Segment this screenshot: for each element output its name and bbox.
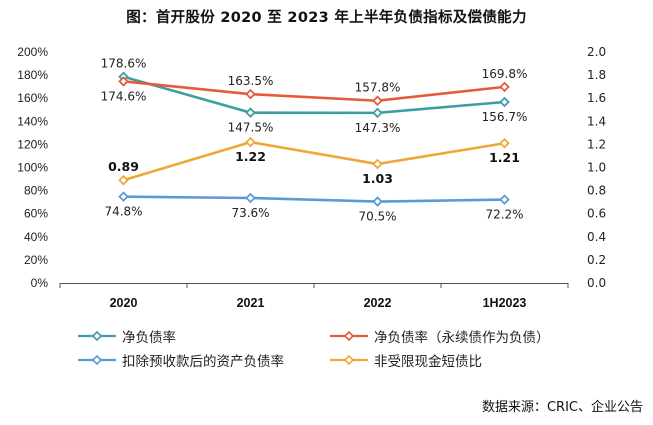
data-point-marker: [245, 107, 256, 118]
y-left-tick-label: 0%: [31, 276, 49, 290]
data-point-marker: [372, 107, 383, 119]
data-label: 70.5%: [358, 210, 396, 224]
data-label: 73.6%: [231, 206, 269, 220]
y-right-tick-label: 1.8: [587, 68, 606, 82]
data-label: 1.03: [362, 171, 393, 186]
legend-item-net-debt-ratio: 净负债率: [78, 326, 176, 346]
y-left-tick-label: 80%: [24, 184, 48, 198]
y-axis-right: 0.0 0.2 0.4 0.6 0.8 1.0 1.2 1.4 1.6 1.8 2.0: [587, 45, 606, 290]
data-label: 174.6%: [101, 89, 147, 103]
y-right-tick-label: 1.2: [587, 137, 606, 151]
data-label: 72.2%: [485, 208, 523, 222]
data-label: 169.8%: [482, 67, 528, 81]
y-left-tick-label: 200%: [17, 45, 48, 59]
x-axis: 2020 2021 2022 1H2023: [59, 283, 569, 310]
legend-item-adjusted-asset-liability-ratio: 扣除预收款后的资产负债率: [78, 350, 284, 370]
data-point-marker: [372, 196, 383, 207]
y-left-tick-label: 160%: [17, 91, 48, 105]
legend-marker-icon: [330, 330, 368, 342]
series-3: [118, 136, 510, 186]
y-right-tick-label: 0.4: [587, 230, 606, 244]
legend-marker-icon: [78, 354, 116, 366]
y-left-tick-label: 20%: [24, 253, 48, 267]
data-label: 0.89: [108, 159, 139, 174]
x-tick-label: 2022: [364, 296, 392, 310]
series-line: [123, 195, 505, 203]
data-point-marker: [245, 136, 256, 148]
data-point-marker: [499, 137, 510, 149]
y-right-tick-label: 0.0: [587, 276, 606, 290]
data-label: 157.8%: [355, 81, 401, 95]
series-lines: [118, 71, 510, 207]
data-point-marker: [499, 81, 510, 93]
legend-label: 净负债率（永续债作为负债）: [374, 330, 550, 346]
legend-label: 净负债率: [122, 330, 176, 346]
series-0: [118, 71, 510, 119]
y-left-tick-label: 60%: [24, 207, 48, 221]
series-2: [118, 191, 510, 207]
y-left-tick-label: 180%: [17, 68, 48, 82]
data-label: 1.21: [489, 150, 520, 165]
data-label: 163.5%: [228, 74, 274, 88]
data-label: 1.22: [235, 149, 266, 164]
chart-title: 图：首开股份 2020 至 2023 年上半年负债指标及偿债能力: [126, 10, 527, 26]
y-left-tick-label: 100%: [17, 161, 48, 175]
data-point-marker: [499, 96, 510, 108]
y-right-tick-label: 1.6: [587, 91, 606, 105]
series-1: [118, 76, 510, 107]
series-line: [123, 75, 505, 115]
data-point-marker: [372, 158, 383, 170]
y-right-tick-label: 1.0: [587, 161, 606, 175]
legend-marker-icon: [330, 354, 368, 366]
series-line: [123, 80, 505, 103]
data-labels: 178.6% 147.5% 147.3% 156.7% 174.6% 163.5% 157.…: [101, 57, 528, 224]
data-point-marker: [118, 76, 129, 87]
y-right-tick-label: 2.0: [587, 45, 606, 59]
data-point-marker: [372, 95, 383, 107]
y-right-tick-label: 1.4: [587, 114, 606, 128]
x-tick-label: 2021: [237, 296, 265, 310]
data-label: 156.7%: [482, 110, 528, 124]
y-axis-left: 0% 20% 40% 60% 80% 100% 120% 140% 160% 180% 200%: [17, 45, 48, 290]
y-right-tick-label: 0.2: [587, 253, 606, 267]
series-line: [123, 140, 505, 182]
data-point-marker: [245, 192, 256, 204]
y-left-tick-label: 140%: [17, 114, 48, 128]
data-point-marker: [118, 174, 129, 186]
x-tick-label: 1H2023: [483, 296, 527, 310]
legend-label: 非受限现金短债比: [374, 354, 482, 370]
data-label: 178.6%: [101, 57, 147, 71]
y-right-tick-label: 0.8: [587, 184, 606, 198]
data-point-marker: [499, 194, 510, 205]
data-source-note: 数据来源：CRIC、企业公告: [481, 400, 643, 415]
legend-item-net-debt-ratio-perpetual: 净负债率（永续债作为负债）: [330, 326, 550, 346]
y-left-tick-label: 120%: [17, 137, 48, 151]
data-label: 147.5%: [228, 121, 274, 135]
x-tick-label: 2020: [110, 296, 138, 310]
y-left-tick-label: 40%: [24, 230, 48, 244]
legend-item-cash-short-debt-ratio: 非受限现金短债比: [330, 350, 482, 370]
y-right-tick-label: 0.6: [587, 207, 606, 221]
data-point-marker: [245, 88, 256, 100]
data-label: 147.3%: [355, 121, 401, 135]
data-label: 74.8%: [104, 205, 142, 219]
data-point-marker: [118, 191, 129, 202]
legend-label: 扣除预收款后的资产负债率: [122, 354, 284, 370]
legend-marker-icon: [78, 330, 116, 342]
